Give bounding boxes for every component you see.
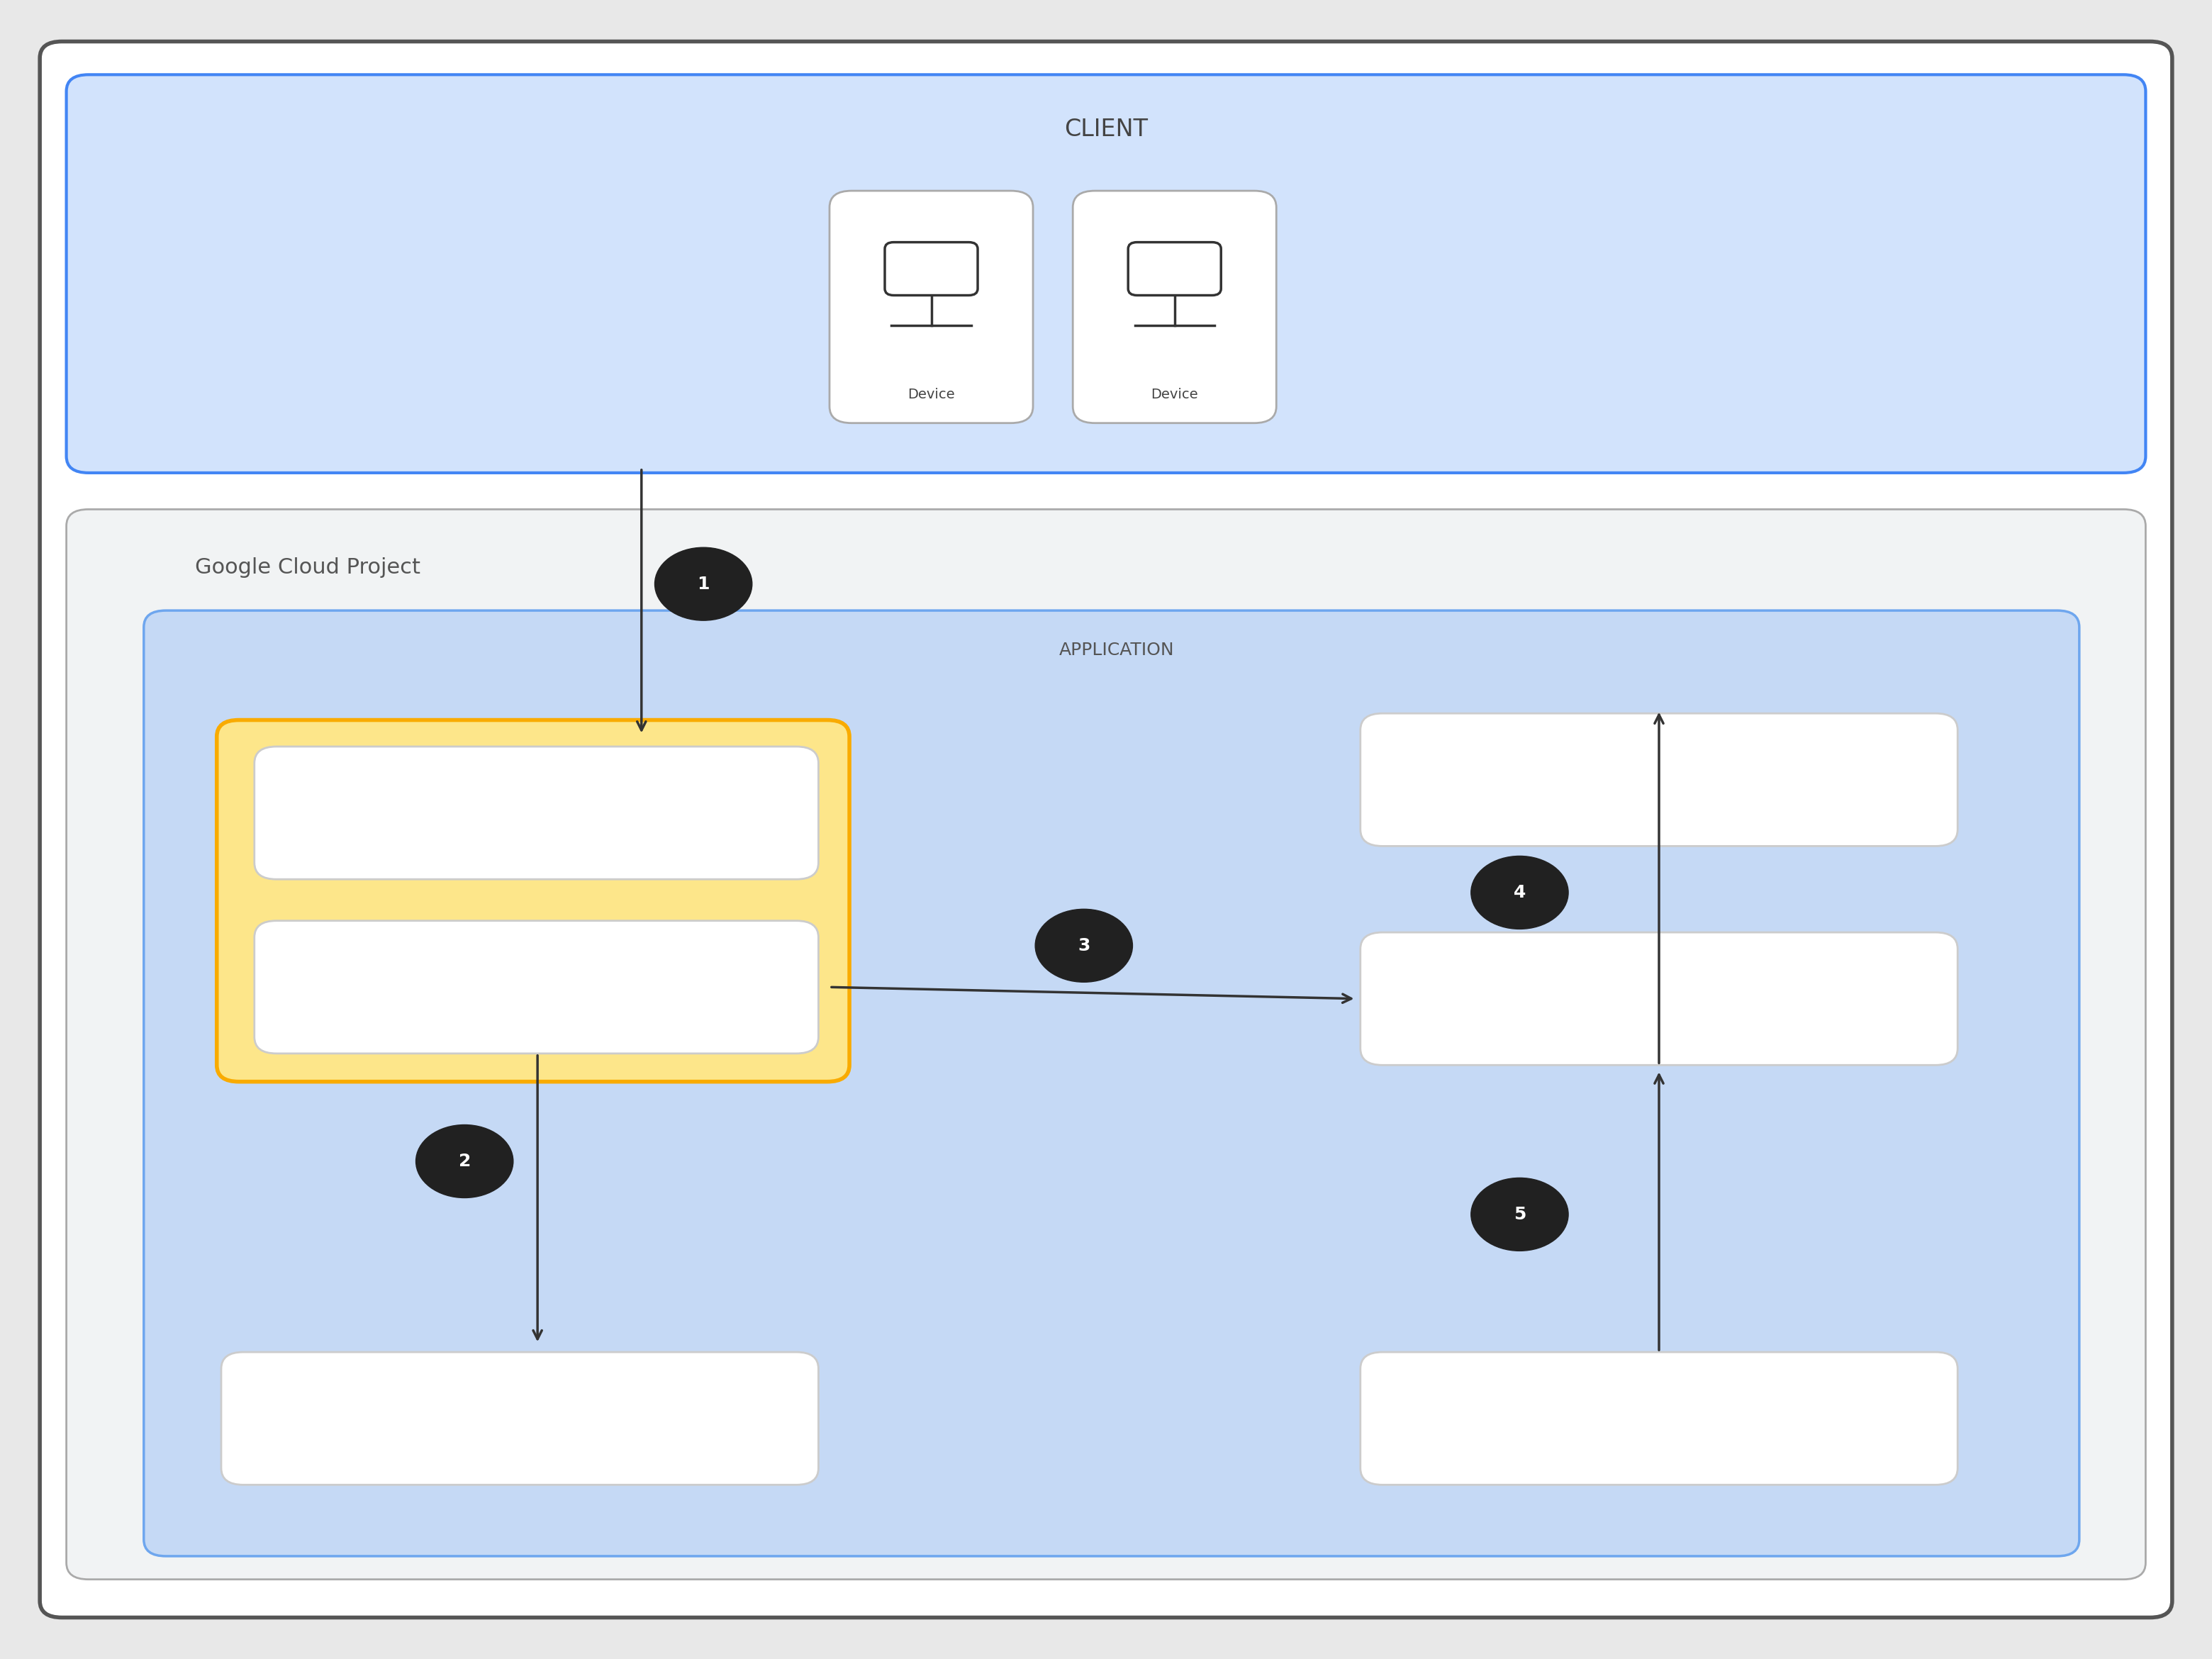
FancyBboxPatch shape <box>254 747 818 879</box>
FancyBboxPatch shape <box>66 75 2146 473</box>
Text: »: » <box>1900 985 1918 1012</box>
FancyBboxPatch shape <box>830 191 1033 423</box>
Text: Device: Device <box>1150 388 1199 401</box>
Text: CLIENT: CLIENT <box>1064 118 1148 141</box>
Text: 4: 4 <box>1513 884 1526 901</box>
Text: ☰: ☰ <box>761 977 779 997</box>
FancyBboxPatch shape <box>254 921 818 1053</box>
Text: Secret Manager: Secret Manager <box>1400 1410 1551 1427</box>
FancyBboxPatch shape <box>1073 191 1276 423</box>
Text: [**]: [**] <box>1889 1412 1918 1425</box>
FancyBboxPatch shape <box>1128 242 1221 295</box>
Text: 1: 1 <box>697 576 710 592</box>
Text: Cloud Storage: Cloud Storage <box>261 1410 394 1427</box>
FancyBboxPatch shape <box>1360 932 1958 1065</box>
FancyBboxPatch shape <box>217 720 849 1082</box>
Text: Cloud CDN: Cloud CDN <box>294 805 394 821</box>
Circle shape <box>655 547 752 620</box>
Circle shape <box>416 1125 513 1198</box>
Text: ⇉: ⇉ <box>1898 768 1918 791</box>
Circle shape <box>1471 1178 1568 1251</box>
Text: APPLICATION: APPLICATION <box>1060 642 1175 659</box>
Text: Cloud Load Balancing: Cloud Load Balancing <box>294 979 498 995</box>
Text: 5: 5 <box>1513 1206 1526 1223</box>
FancyBboxPatch shape <box>1360 713 1958 846</box>
FancyBboxPatch shape <box>1360 1352 1958 1485</box>
FancyBboxPatch shape <box>144 611 2079 1556</box>
Circle shape <box>1471 856 1568 929</box>
Text: ❖: ❖ <box>761 803 779 823</box>
FancyBboxPatch shape <box>40 41 2172 1618</box>
Text: 2: 2 <box>458 1153 471 1170</box>
FancyBboxPatch shape <box>66 509 2146 1579</box>
Text: Device: Device <box>907 388 956 401</box>
Text: Google Cloud Project: Google Cloud Project <box>195 557 420 577</box>
Text: 3: 3 <box>1077 937 1091 954</box>
FancyBboxPatch shape <box>885 242 978 295</box>
FancyBboxPatch shape <box>221 1352 818 1485</box>
Text: Cloud Run: Cloud Run <box>1400 990 1495 1007</box>
Circle shape <box>1035 909 1133 982</box>
Text: Cloud Firestore: Cloud Firestore <box>1400 771 1546 788</box>
Text: ≡: ≡ <box>757 1407 779 1430</box>
